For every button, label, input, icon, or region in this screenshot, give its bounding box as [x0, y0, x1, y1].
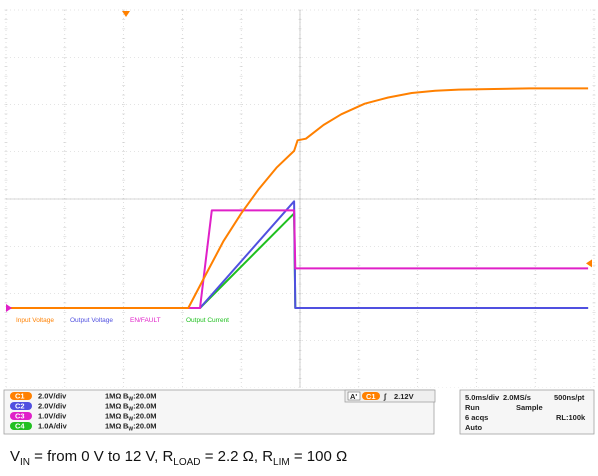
channel-coupling: 1MΩ — [105, 412, 121, 421]
label-en-fault: EN/FAULT — [130, 317, 161, 324]
channel-scale: 2.0V/div — [38, 402, 67, 411]
channel-scale: 1.0A/div — [38, 422, 68, 431]
record-length: RL:100k — [556, 413, 586, 422]
oscilloscope-chart: Input Voltage Output Voltage EN/FAULT Outpu… — [4, 9, 596, 389]
label-output-voltage: Output Voltage — [70, 317, 113, 324]
trace-output-current — [6, 212, 589, 309]
channel-id: C2 — [15, 402, 25, 411]
label-input-voltage: Input Voltage — [16, 317, 54, 324]
channel-bandwidth: BW:20.0M — [123, 412, 157, 423]
acquisition-count: 6 acqs — [465, 413, 488, 422]
ground-marker-left — [6, 304, 12, 312]
trace-output-voltage — [6, 200, 589, 309]
channel-coupling: 1MΩ — [105, 392, 121, 401]
channel-badge-c3 — [10, 412, 32, 420]
channel-badge-c4 — [10, 422, 32, 430]
trigger-position-marker — [122, 11, 130, 17]
sample-rate: 2.0MS/s — [503, 393, 531, 402]
channel-scale: 2.0V/div — [38, 392, 67, 401]
auto-mode: Auto — [465, 423, 482, 432]
trigger-channel: C1 — [366, 392, 376, 401]
channel-bandwidth: BW:20.0M — [123, 392, 157, 403]
channel-badge-c1 — [10, 392, 32, 400]
channel-id: C4 — [15, 422, 25, 431]
trigger-slope: ∫ — [383, 392, 387, 401]
channel-coupling: 1MΩ — [105, 422, 121, 431]
trace-en-fault — [6, 209, 589, 309]
time-per-div: 5.0ms/div — [465, 393, 500, 402]
test-conditions-caption: VIN = from 0 V to 12 V, RLOAD = 2.2 Ω, R… — [10, 448, 348, 468]
scope-markers — [6, 11, 592, 312]
resolution: 500ns/pt — [554, 393, 585, 402]
trigger-level-marker — [586, 259, 592, 268]
waveform-traces — [6, 87, 589, 309]
timebase-panel: 5.0ms/div 2.0MS/s 500ns/pt Run Sample 6 … — [459, 389, 595, 435]
channel-id: C1 — [15, 392, 25, 401]
graticule — [4, 9, 596, 389]
channel-badge-c2 — [10, 402, 32, 410]
trigger-level: 2.12V — [394, 392, 414, 401]
trigger-readout: A' C1 ∫ 2.12V — [344, 389, 436, 403]
trigger-source: A' — [350, 392, 357, 401]
channel-id: C3 — [15, 412, 25, 421]
channel-scale: 1.0V/div — [38, 412, 67, 421]
channel-bandwidth: BW:20.0M — [123, 422, 157, 433]
acquisition-mode: Sample — [516, 403, 543, 412]
trace-input-voltage — [6, 87, 589, 309]
channel-bandwidth: BW:20.0M — [123, 402, 157, 413]
channel-coupling: 1MΩ — [105, 402, 121, 411]
trace-labels: Input Voltage Output Voltage EN/FAULT Outpu… — [16, 317, 229, 324]
label-output-current: Output Current — [186, 317, 229, 324]
run-mode: Run — [465, 403, 480, 412]
